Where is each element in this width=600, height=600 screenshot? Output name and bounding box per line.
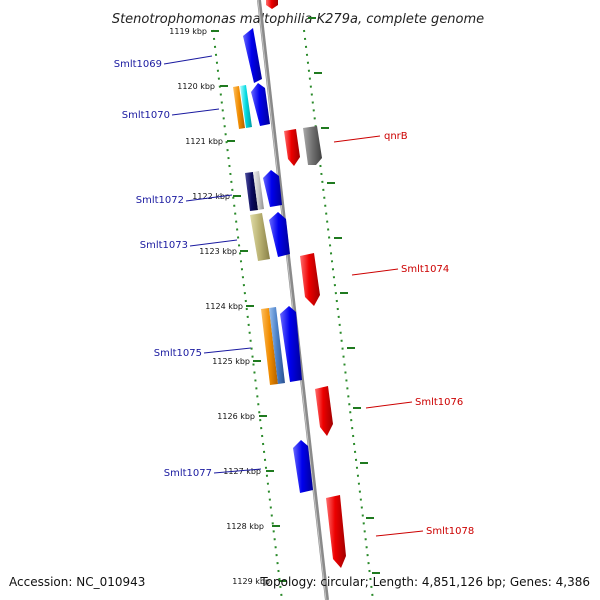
gene-smlt1072-b[interactable] [253, 171, 264, 210]
tick-label: 1119 kbp [169, 27, 207, 36]
gene-label[interactable]: Smlt1073 [140, 240, 188, 251]
map-title: Stenotrophomonas maltophilia K279a, comp… [112, 12, 484, 27]
reverse-gene-labels: qnrB Smlt1074 Smlt1076 Smlt1078 [384, 131, 474, 537]
gene-label[interactable]: Smlt1077 [164, 468, 212, 479]
tick-label: 1122 kbp [192, 192, 230, 201]
tick-label: 1128 kbp [226, 522, 264, 531]
gene-smlt1077[interactable] [293, 440, 313, 493]
gene-smlt1078[interactable] [326, 495, 346, 568]
gene-smlt1073-b[interactable] [269, 212, 290, 257]
tick-label: 1127 kbp [223, 467, 261, 476]
gene-label[interactable]: Smlt1074 [401, 264, 449, 275]
ruler-ticks-left [211, 30, 287, 582]
gene-label[interactable]: Smlt1069 [114, 59, 162, 70]
tick-label: 1123 kbp [199, 247, 237, 256]
gene-qnrb-neighbor[interactable] [303, 126, 322, 165]
gene-label[interactable]: qnrB [384, 131, 408, 142]
gene-smlt1073-a[interactable] [250, 213, 270, 261]
gene-smlt1075-b[interactable] [269, 307, 285, 384]
gene-qnrb[interactable] [284, 129, 300, 166]
forward-leader-lines [163, 55, 262, 474]
gene-smlt1070-c[interactable] [251, 83, 270, 126]
accession-text: Accession: NC_010943 [9, 575, 145, 589]
genome-axis-highlight [257, 0, 327, 600]
gene-partial-top [266, 0, 278, 9]
forward-gene-labels: Smlt1069 Smlt1070 Smlt1072 Smlt1073 Smlt… [114, 59, 212, 479]
gene-smlt1070-a[interactable] [233, 86, 245, 129]
tick-label: 1125 kbp [212, 357, 250, 366]
gene-smlt1072-a[interactable] [245, 172, 258, 211]
gene-label[interactable]: Smlt1070 [122, 110, 170, 121]
ruler-ticks-right [308, 17, 380, 574]
topology-text: Topology: circular; Length: 4,851,126 bp… [259, 575, 590, 589]
tick-label: 1120 kbp [177, 82, 215, 91]
gene-smlt1076[interactable] [315, 386, 333, 436]
gene-smlt1075-a[interactable] [261, 308, 278, 385]
reverse-leader-lines [333, 135, 424, 537]
gene-label[interactable]: Smlt1076 [415, 397, 463, 408]
tick-label: 1121 kbp [185, 137, 223, 146]
reverse-strand-genes [284, 126, 346, 568]
gene-smlt1072-c[interactable] [263, 170, 282, 207]
tick-label: 1124 kbp [205, 302, 243, 311]
tick-label: 1126 kbp [217, 412, 255, 421]
gene-smlt1069[interactable] [243, 28, 262, 83]
genome-axis [257, 0, 329, 600]
gene-label[interactable]: Smlt1075 [154, 348, 202, 359]
gene-smlt1070-b[interactable] [240, 85, 252, 128]
gene-smlt1074[interactable] [300, 253, 320, 306]
gene-label[interactable]: Smlt1072 [136, 195, 184, 206]
tick-label: 1129 kbp [232, 577, 270, 586]
gene-smlt1075-c[interactable] [280, 306, 302, 382]
forward-strand-genes [233, 28, 313, 493]
gene-label[interactable]: Smlt1078 [426, 526, 474, 537]
tick-labels: 1119 kbp 1120 kbp 1121 kbp 1122 kbp 1123… [169, 27, 270, 586]
